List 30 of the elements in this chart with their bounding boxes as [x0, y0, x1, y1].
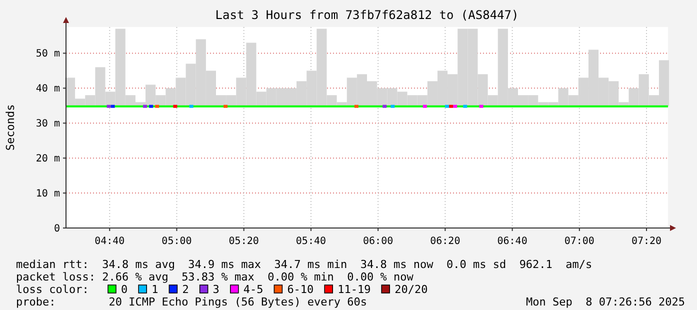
legend-label: 4-5 — [243, 283, 264, 296]
text: probe: 20 ICMP Echo Pings (56 Bytes) every 60s — [16, 296, 367, 308]
y-tick-label: 50 m — [36, 48, 60, 60]
y-tick-label: 10 m — [36, 188, 60, 200]
y-tick-label: 30 m — [36, 118, 60, 130]
x-tick-label: 07:20 — [631, 236, 662, 247]
x-tick-label: 07:00 — [564, 236, 594, 247]
chart-title: Last 3 Hours from 73fb7f62a812 to (AS8447) — [215, 8, 519, 22]
legend-label: 20/20 — [394, 283, 428, 296]
text: Mon Sep 8 07:26:56 2025 — [526, 296, 685, 308]
legend-label: 1 — [152, 283, 158, 296]
x-tick-label: 06:20 — [430, 236, 460, 247]
legend-title: loss color: — [16, 283, 89, 296]
x-tick-label: 05:20 — [228, 236, 259, 247]
legend-label: 11-19 — [338, 283, 371, 296]
x-tick-label: 06:00 — [363, 236, 394, 247]
x-tick-label: 04:40 — [94, 236, 125, 247]
legend-label: 0 — [121, 283, 128, 296]
text: packet loss: 2.66 % avg 53.83 % max 0.00 % min 0.00 % now — [16, 270, 414, 284]
text: median rtt: 34.8 ms avg 34.9 ms max 34.7 ms min 34.8 ms now 0.0 ms sd 962.1 am/s — [16, 258, 592, 271]
x-tick-label: 05:00 — [162, 236, 192, 247]
y-tick-label: 0 — [54, 224, 60, 234]
x-tick-label: 06:40 — [497, 236, 528, 247]
legend-label: 6-10 — [287, 283, 314, 296]
x-tick-label: 05:40 — [296, 236, 326, 247]
legend-label: 2 — [182, 283, 189, 296]
y-tick-label: 40 m — [36, 84, 60, 95]
y-tick-label: 20 m — [36, 154, 60, 165]
y-axis-title: Seconds — [4, 104, 17, 151]
legend-label: 3 — [212, 283, 220, 296]
